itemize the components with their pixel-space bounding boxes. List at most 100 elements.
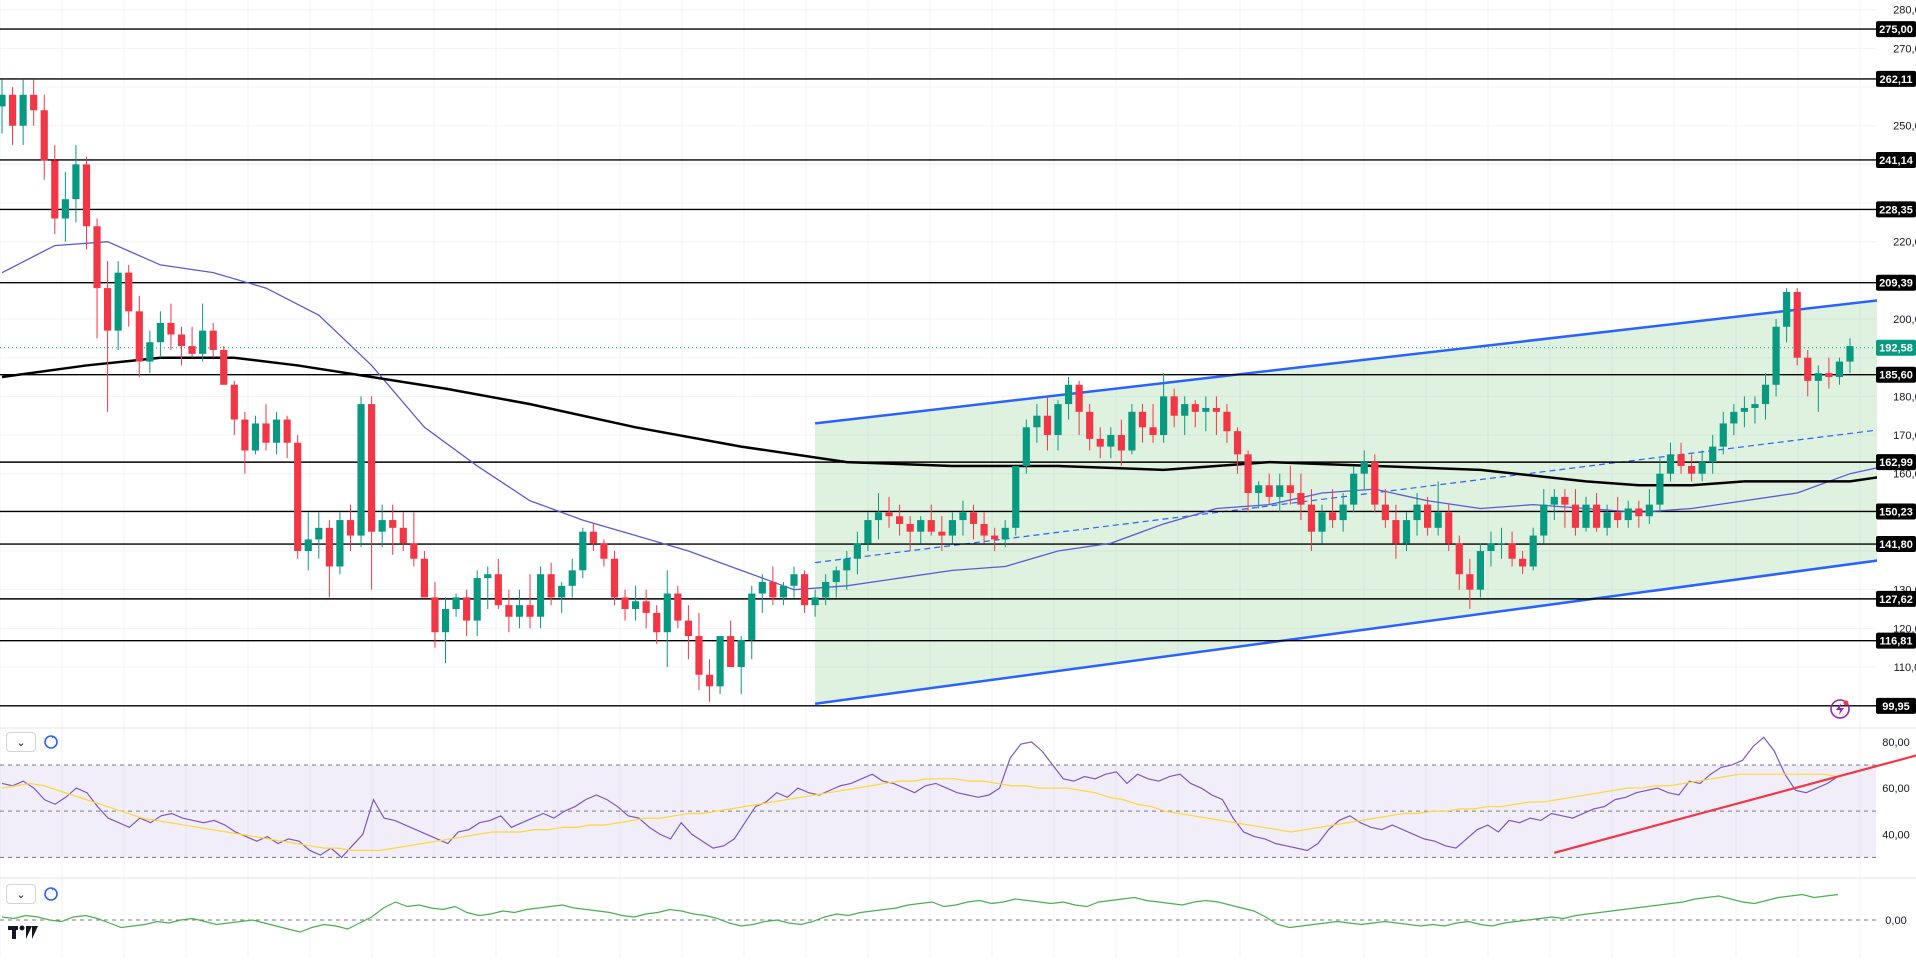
candle-body — [1233, 431, 1242, 455]
candle-body — [315, 527, 323, 540]
candle-body — [1466, 574, 1474, 590]
candle — [336, 512, 344, 575]
candle — [653, 605, 661, 644]
candle-body — [515, 605, 524, 617]
level-label: 127,62 — [1879, 594, 1913, 606]
candle-body — [0, 94, 6, 107]
rsi-refresh-icon[interactable] — [42, 733, 60, 751]
candle-body — [1783, 291, 1791, 327]
candle — [1086, 404, 1094, 451]
candle-body — [674, 593, 682, 621]
candle — [494, 558, 502, 610]
candle — [843, 551, 851, 590]
candle-body — [1508, 543, 1516, 559]
oscillator-pane[interactable]: 0,00 — [0, 877, 1916, 933]
candle-body — [399, 527, 407, 544]
candle — [1107, 427, 1115, 459]
candle — [1128, 404, 1136, 455]
candle — [1402, 512, 1411, 552]
candle-body — [1730, 411, 1738, 424]
candle — [1138, 404, 1147, 443]
candle-body — [621, 597, 629, 610]
candle-body — [368, 404, 376, 532]
candle-body — [896, 516, 904, 524]
candle-body — [1413, 504, 1421, 521]
candle — [1297, 473, 1305, 521]
candle — [1698, 450, 1706, 482]
candle-body — [494, 574, 502, 606]
candle — [230, 380, 238, 436]
candle — [1835, 357, 1844, 385]
candle-body — [1392, 520, 1400, 544]
rsi-line — [1, 736, 1839, 859]
level-label: 116,81 — [1879, 636, 1912, 648]
rsi-signal-line — [1, 773, 1839, 852]
candle — [822, 574, 830, 606]
candle — [1012, 465, 1020, 536]
candle — [1265, 473, 1273, 505]
candle — [1804, 349, 1812, 397]
rsi-collapse-button[interactable]: ⌄ — [6, 732, 36, 752]
candle — [241, 411, 249, 474]
flash-alert-icon[interactable] — [1829, 698, 1851, 725]
ma-slow-line — [1, 356, 1916, 487]
candle — [980, 512, 988, 544]
candle — [1709, 435, 1717, 474]
candle-body — [1181, 404, 1189, 416]
candle-body — [40, 110, 48, 161]
candle — [1476, 543, 1484, 598]
candle — [684, 605, 692, 660]
candle-body — [536, 574, 545, 617]
candle-body — [336, 520, 344, 567]
osc-refresh-icon[interactable] — [42, 885, 60, 903]
candle-body — [1350, 473, 1358, 505]
candle-body — [610, 558, 619, 598]
level-label-bg — [1876, 21, 1916, 38]
level-label-bg — [1876, 503, 1916, 520]
rsi-pane[interactable]: 80,00 60,00 40,00 — [0, 727, 1916, 859]
candle — [1730, 404, 1738, 436]
candle-body — [579, 531, 587, 571]
candle-body — [156, 322, 164, 343]
candle — [632, 585, 640, 621]
level-label: 162,99 — [1879, 457, 1913, 469]
candle-body — [716, 636, 724, 687]
candle-body — [1487, 543, 1495, 552]
candle-body — [1635, 508, 1643, 517]
candle-body — [864, 520, 872, 544]
candle-body — [441, 609, 450, 633]
candle — [1170, 388, 1178, 428]
candle — [874, 493, 883, 540]
candle — [1772, 319, 1780, 397]
candle-body — [1677, 454, 1685, 466]
candle — [1466, 558, 1474, 610]
candle — [1487, 531, 1495, 567]
candle — [758, 574, 766, 613]
candle — [19, 79, 27, 146]
price-axis[interactable]: 280,00 270,00 250,00 220,00 200,00 180,00 170,… — [1876, 0, 1916, 962]
candle-body — [30, 94, 38, 111]
candle-body — [346, 520, 355, 536]
level-label: 185,60 — [1879, 370, 1913, 382]
osc-collapse-button[interactable]: ⌄ — [6, 884, 36, 904]
candle — [399, 512, 407, 552]
candle-body — [1497, 543, 1506, 545]
price-tick-label: 270,00 — [1893, 43, 1916, 55]
candle — [558, 581, 566, 613]
tradingview-logo-icon[interactable] — [8, 924, 42, 945]
candle-body — [125, 272, 133, 312]
candle — [51, 145, 59, 234]
candle-body — [1656, 473, 1664, 505]
candle-body — [188, 346, 196, 354]
level-label-bg — [1876, 454, 1916, 471]
candle — [209, 322, 217, 358]
candle-body — [378, 520, 386, 532]
price-tick-label: 120,00 — [1893, 623, 1916, 635]
candle — [1371, 454, 1379, 513]
candle — [547, 562, 555, 606]
candle-body — [230, 384, 238, 420]
candle-body — [632, 601, 640, 610]
candlestick-series — [0, 79, 1854, 702]
candle — [420, 551, 428, 598]
